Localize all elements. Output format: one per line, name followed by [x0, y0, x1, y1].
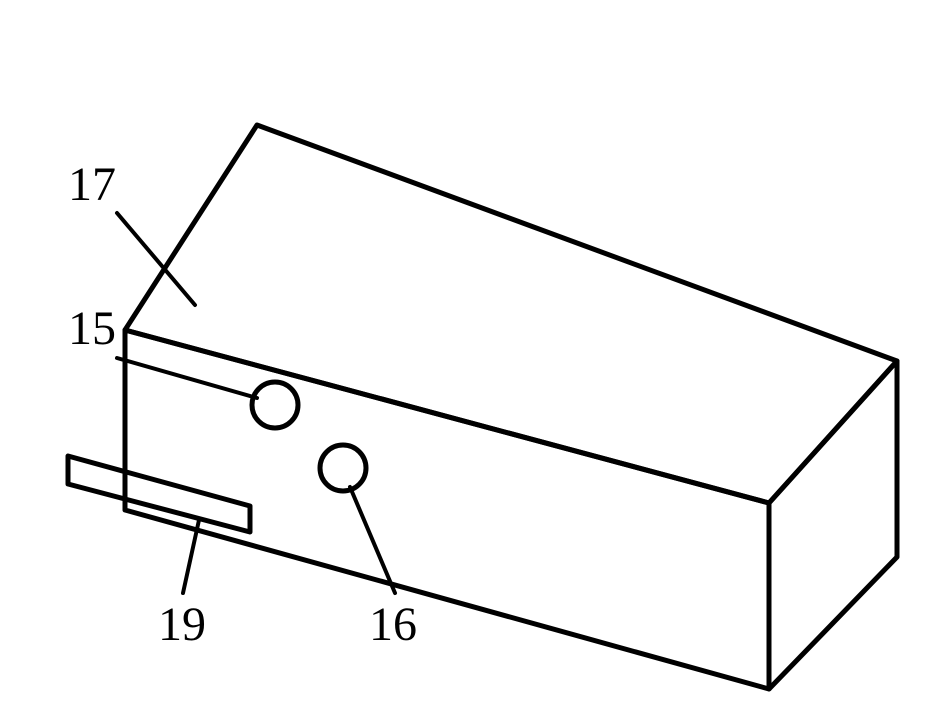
leader-line-15 — [117, 358, 257, 398]
leader-line-17 — [117, 213, 195, 305]
box-front-face — [125, 330, 769, 689]
label-17: 17 — [68, 158, 116, 211]
leader-line-19 — [183, 520, 199, 593]
label-15: 15 — [68, 302, 116, 355]
box-right-face — [769, 361, 897, 689]
rectangular-box-body — [125, 125, 897, 689]
hole-16 — [320, 445, 366, 491]
label-16: 16 — [369, 598, 417, 651]
box-top-face — [125, 125, 897, 503]
label-19: 19 — [158, 598, 206, 651]
circular-holes — [252, 382, 366, 491]
technical-diagram: 17 15 16 19 — [0, 0, 946, 712]
hole-15 — [252, 382, 298, 428]
